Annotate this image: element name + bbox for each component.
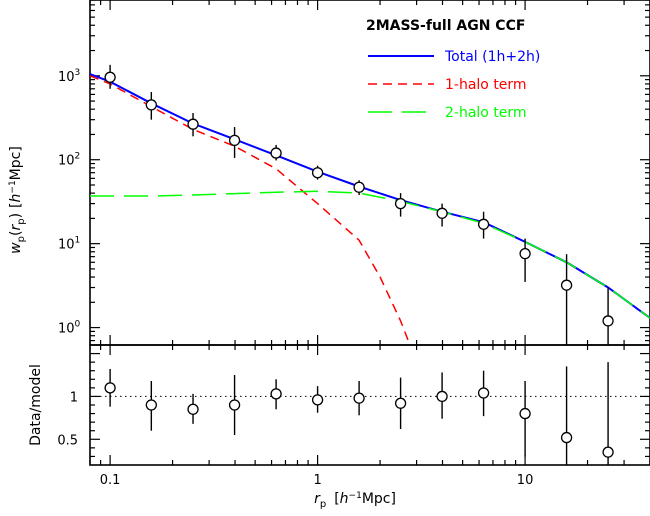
ratio-point-4 xyxy=(270,388,282,400)
ratio-tick-label: 0.5 xyxy=(57,433,78,448)
wp-point-6 xyxy=(353,181,365,193)
legend-label-1halo: 1-halo term xyxy=(445,77,527,93)
ratio-point-3 xyxy=(228,399,241,411)
wp-point-8 xyxy=(436,207,448,219)
legend-label-2halo: 2-halo term xyxy=(445,105,527,121)
wp-point-9 xyxy=(477,218,490,230)
series-line-1 xyxy=(90,75,411,345)
wp-point-2 xyxy=(187,118,199,130)
wp-point-4 xyxy=(270,147,282,159)
wp-point-1 xyxy=(145,99,157,111)
ratio-point-10 xyxy=(519,407,531,420)
x-tick-label: 10 xyxy=(517,473,534,488)
series-line-2 xyxy=(90,190,650,319)
wp-point-0 xyxy=(104,71,116,83)
y-tick-label: 101 xyxy=(58,236,80,253)
chart-title: 2MASS-full AGN CCF xyxy=(366,18,525,34)
ratio-point-9 xyxy=(477,387,490,399)
x-tick-label: 0.1 xyxy=(100,473,121,488)
x-tick-label: 1 xyxy=(313,473,321,488)
ratio-point-2 xyxy=(187,403,199,415)
ratio-point-1 xyxy=(145,399,157,411)
ratio-data-points xyxy=(90,362,650,465)
x-axis-label: rp [h−1Mpc] xyxy=(314,491,396,510)
ratio-point-12 xyxy=(602,446,614,458)
ratio-tick-label: 1 xyxy=(70,390,78,405)
y-tick-label: 103 xyxy=(58,68,80,85)
ratio-point-0 xyxy=(104,382,116,394)
ratio-point-8 xyxy=(436,390,448,403)
y-tick-label: 102 xyxy=(58,152,80,169)
wp-point-12 xyxy=(602,315,614,327)
ratio-point-5 xyxy=(311,394,324,406)
wp-point-7 xyxy=(394,197,407,210)
axis-ticks: 0.1 1 10 100 101 102 103 0.5 1 xyxy=(57,0,650,488)
wp-point-5 xyxy=(311,167,324,179)
ratio-point-6 xyxy=(353,392,365,404)
wp-point-3 xyxy=(228,134,241,147)
top-data-points xyxy=(104,64,614,345)
y-tick-label: 100 xyxy=(58,320,81,337)
ratio-axis-label: Data/model xyxy=(28,364,44,446)
legend-label-total: Total (1h+2h) xyxy=(444,49,540,65)
ratio-point-7 xyxy=(394,397,407,409)
y-axis-label: wp(rp)[h−1Mpc] xyxy=(8,146,27,254)
wp-point-10 xyxy=(519,248,531,260)
ratio-point-11 xyxy=(560,431,573,444)
wp-point-11 xyxy=(560,279,573,291)
